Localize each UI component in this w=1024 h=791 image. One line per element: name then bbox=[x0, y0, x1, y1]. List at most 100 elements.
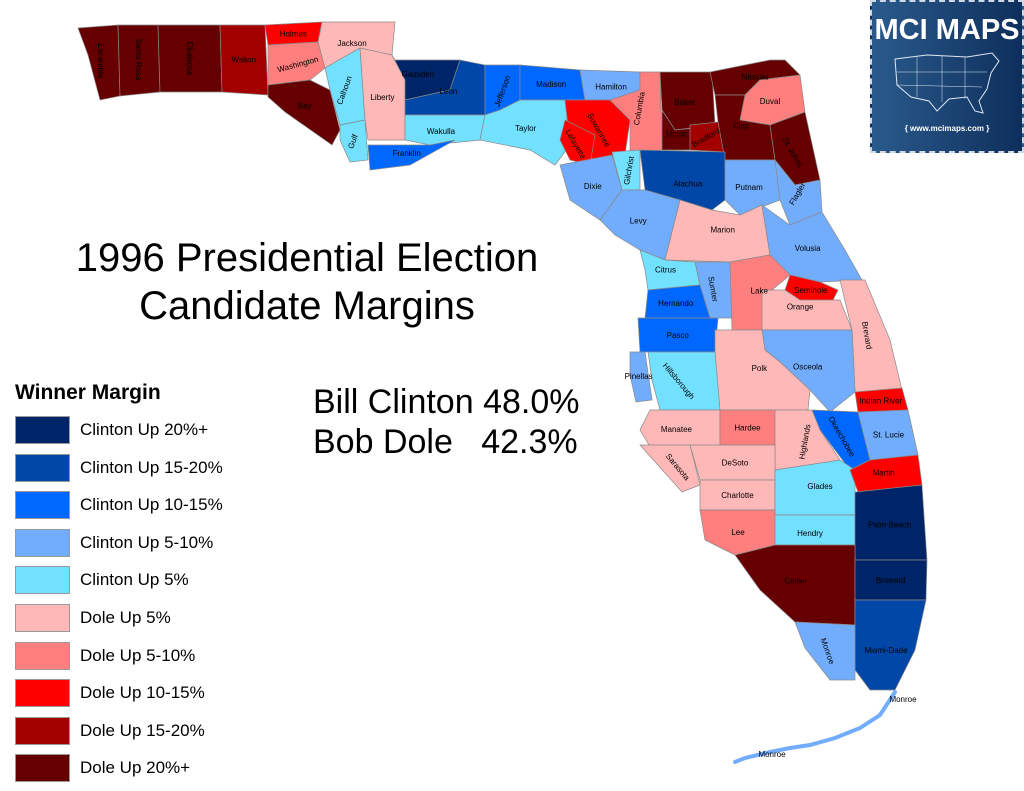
county-label: Baker bbox=[674, 98, 695, 107]
county-label: Nassau bbox=[741, 73, 768, 82]
county-label: Bay bbox=[298, 102, 312, 111]
legend-swatch bbox=[15, 679, 70, 708]
legend-title: Winner Margin bbox=[15, 381, 161, 404]
county-label: Citrus bbox=[655, 266, 676, 275]
county-label: Wakulla bbox=[427, 127, 456, 136]
legend-swatch bbox=[15, 604, 70, 632]
candidate-name: Bill Clinton bbox=[313, 383, 474, 421]
county-label: Monroe bbox=[889, 695, 917, 704]
legend-swatch bbox=[15, 453, 70, 482]
county-label: Alachua bbox=[673, 180, 702, 189]
candidate-percent: 48.0% bbox=[483, 383, 580, 421]
legend-item: Dole Up 20%+ bbox=[15, 753, 190, 783]
logo-url: { www.mcimaps.com } bbox=[904, 124, 990, 133]
result-dole: Bob Dole 42.3% bbox=[313, 423, 578, 462]
map-title-line1: 1996 Presidential Election bbox=[75, 236, 539, 280]
county-label: Union bbox=[666, 130, 687, 139]
county-label: Polk bbox=[752, 364, 769, 373]
county-monroe bbox=[794, 621, 856, 681]
county-label: Pinellas bbox=[625, 372, 653, 381]
county-gulf bbox=[339, 119, 369, 163]
county-columbia bbox=[609, 71, 663, 156]
county-label: Levy bbox=[630, 217, 647, 226]
county-label: Leon bbox=[439, 87, 457, 96]
county-label: DeSoto bbox=[722, 459, 749, 468]
county-label: Holmes bbox=[280, 30, 307, 39]
legend-label: Clinton Up 5-10% bbox=[80, 532, 214, 552]
county-label: Lake bbox=[751, 286, 769, 295]
legend-swatch bbox=[15, 641, 70, 670]
county-monroe-keys bbox=[733, 690, 897, 764]
county-label: Hamilton bbox=[595, 82, 627, 91]
county-label: Martin bbox=[872, 468, 894, 477]
county-label: Gadsden bbox=[402, 70, 434, 79]
county-label: Putnam bbox=[735, 183, 763, 192]
county-label: Franklin bbox=[392, 149, 420, 158]
county-label: Liberty bbox=[370, 93, 394, 102]
county-franklin bbox=[367, 139, 456, 171]
legend-label: Clinton Up 15-20% bbox=[80, 457, 223, 477]
us-map-icon bbox=[894, 52, 1000, 114]
legend-item: Clinton Up 15-20% bbox=[15, 453, 223, 483]
county-label: Marion bbox=[710, 226, 734, 235]
legend-label: Clinton Up 10-15% bbox=[80, 495, 223, 515]
county-washington bbox=[267, 41, 326, 86]
county-label: Orange bbox=[787, 303, 814, 312]
county-label: Dixie bbox=[584, 182, 602, 191]
legend-swatch bbox=[15, 566, 70, 595]
legend-item: Dole Up 15-20% bbox=[15, 716, 205, 746]
county-label: Palm Beach bbox=[868, 520, 911, 529]
county-miami-dade bbox=[854, 599, 927, 691]
county-label: Clay bbox=[733, 121, 749, 130]
county-label: Walton bbox=[231, 55, 256, 64]
county-label: Escambia bbox=[96, 43, 105, 79]
legend-label: Dole Up 10-15% bbox=[80, 683, 205, 703]
county-label: Okaloosa bbox=[185, 42, 194, 76]
county-label: Pasco bbox=[667, 331, 690, 340]
county-label: Lee bbox=[731, 528, 745, 537]
county-pinellas bbox=[629, 351, 653, 403]
legend-label: Dole Up 20%+ bbox=[80, 758, 191, 778]
county-bay bbox=[267, 79, 341, 146]
legend-swatch bbox=[15, 416, 70, 444]
county-martin bbox=[849, 454, 923, 493]
legend-swatch bbox=[15, 716, 70, 745]
county-label: Indian River bbox=[859, 397, 902, 406]
county-label: Hardee bbox=[734, 424, 761, 433]
logo-title: MCI MAPS bbox=[874, 14, 1020, 46]
county-label: Charlotte bbox=[721, 491, 754, 500]
county-label: St. Lucie bbox=[873, 430, 905, 439]
county-label: Santa Rosa bbox=[134, 39, 143, 81]
county-label: Collier bbox=[784, 576, 807, 585]
legend-swatch bbox=[15, 528, 70, 557]
map-title-line2: Candidate Margins bbox=[139, 284, 475, 328]
county-label: Monroe bbox=[758, 750, 786, 759]
legend-swatch bbox=[15, 491, 70, 520]
county-label: Sumter bbox=[706, 276, 719, 303]
county-label: Madison bbox=[536, 80, 566, 89]
candidate-name: Bob Dole bbox=[313, 423, 453, 461]
legend-item: Clinton Up 5-10% bbox=[15, 528, 213, 558]
result-clinton: Bill Clinton 48.0% bbox=[313, 383, 579, 422]
legend-item: Dole Up 5% bbox=[15, 603, 171, 633]
county-label: Osceola bbox=[793, 363, 823, 372]
county-label: Miami-Dade bbox=[864, 646, 908, 655]
county-label: Glades bbox=[807, 482, 832, 491]
county-sumter bbox=[694, 261, 733, 319]
legend-label: Dole Up 15-20% bbox=[80, 720, 205, 740]
county-label: Jackson bbox=[337, 39, 366, 48]
legend-label: Dole Up 5-10% bbox=[80, 645, 196, 665]
county-label: Taylor bbox=[515, 124, 537, 133]
legend-item: Dole Up 10-15% bbox=[15, 678, 205, 708]
mci-maps-logo: MCI MAPS { www.mcimaps.com } bbox=[870, 0, 1024, 153]
county-label: Seminole bbox=[794, 286, 828, 295]
legend-item: Clinton Up 10-15% bbox=[15, 490, 223, 520]
county-wakulla bbox=[404, 114, 486, 146]
legend-label: Clinton Up 20%+ bbox=[80, 420, 209, 439]
county-label: Broward bbox=[876, 576, 906, 585]
legend-item: Clinton Up 20%+ bbox=[15, 415, 208, 445]
legend-item: Dole Up 5-10% bbox=[15, 641, 195, 671]
county-label: Hernando bbox=[658, 299, 694, 308]
county-label: Volusia bbox=[795, 244, 821, 253]
